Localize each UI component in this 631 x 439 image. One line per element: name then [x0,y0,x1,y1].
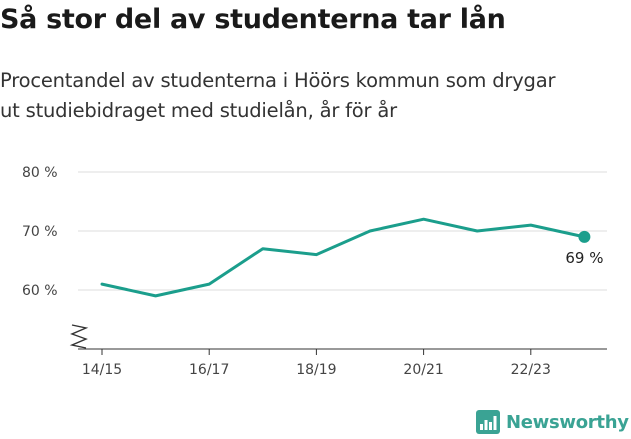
data-point [476,230,479,233]
data-point [154,294,157,297]
grid-lines [78,171,607,291]
data-point [369,230,372,233]
series-line [100,217,586,298]
x-tick-label: 20/21 [403,362,443,378]
subtitle-line-1: Procentandel av studenterna i Höörs komm… [0,69,556,92]
x-tick-label: 18/19 [296,362,336,378]
brand-name: Newsworthy [506,411,629,433]
data-point [529,224,532,227]
series: 69 % [100,217,603,298]
x-tick-label: 16/17 [189,362,229,378]
brand-logo: Newsworthy [476,407,629,437]
data-point [315,253,318,256]
axis-break-zigzag [69,324,89,349]
x-axis-labels: 14/15 16/17 18/19 20/21 22/23 [82,362,551,378]
end-point-marker [578,230,591,243]
subtitle-line-2: ut studiebidraget med studielån, år för … [0,99,397,122]
data-point [101,283,104,286]
chart-title: Så stor del av studenterna tar lån [0,4,506,35]
newsworthy-logo-icon [476,410,500,434]
y-axis-labels: 60 % 70 % 80 % [22,165,58,299]
y-tick-label: 80 % [22,165,58,181]
x-tick-label: 14/15 [82,362,122,378]
data-point [422,218,425,221]
data-point [208,283,211,286]
data-point [261,247,264,250]
axis-break-icon [69,324,89,349]
x-axis [78,348,607,355]
chart-subtitle: Procentandel av studenterna i Höörs komm… [0,66,631,126]
y-tick-label: 60 % [22,283,58,299]
x-tick-label: 22/23 [511,362,551,378]
end-value-label: 69 % [565,249,603,267]
y-tick-label: 70 % [22,224,58,240]
